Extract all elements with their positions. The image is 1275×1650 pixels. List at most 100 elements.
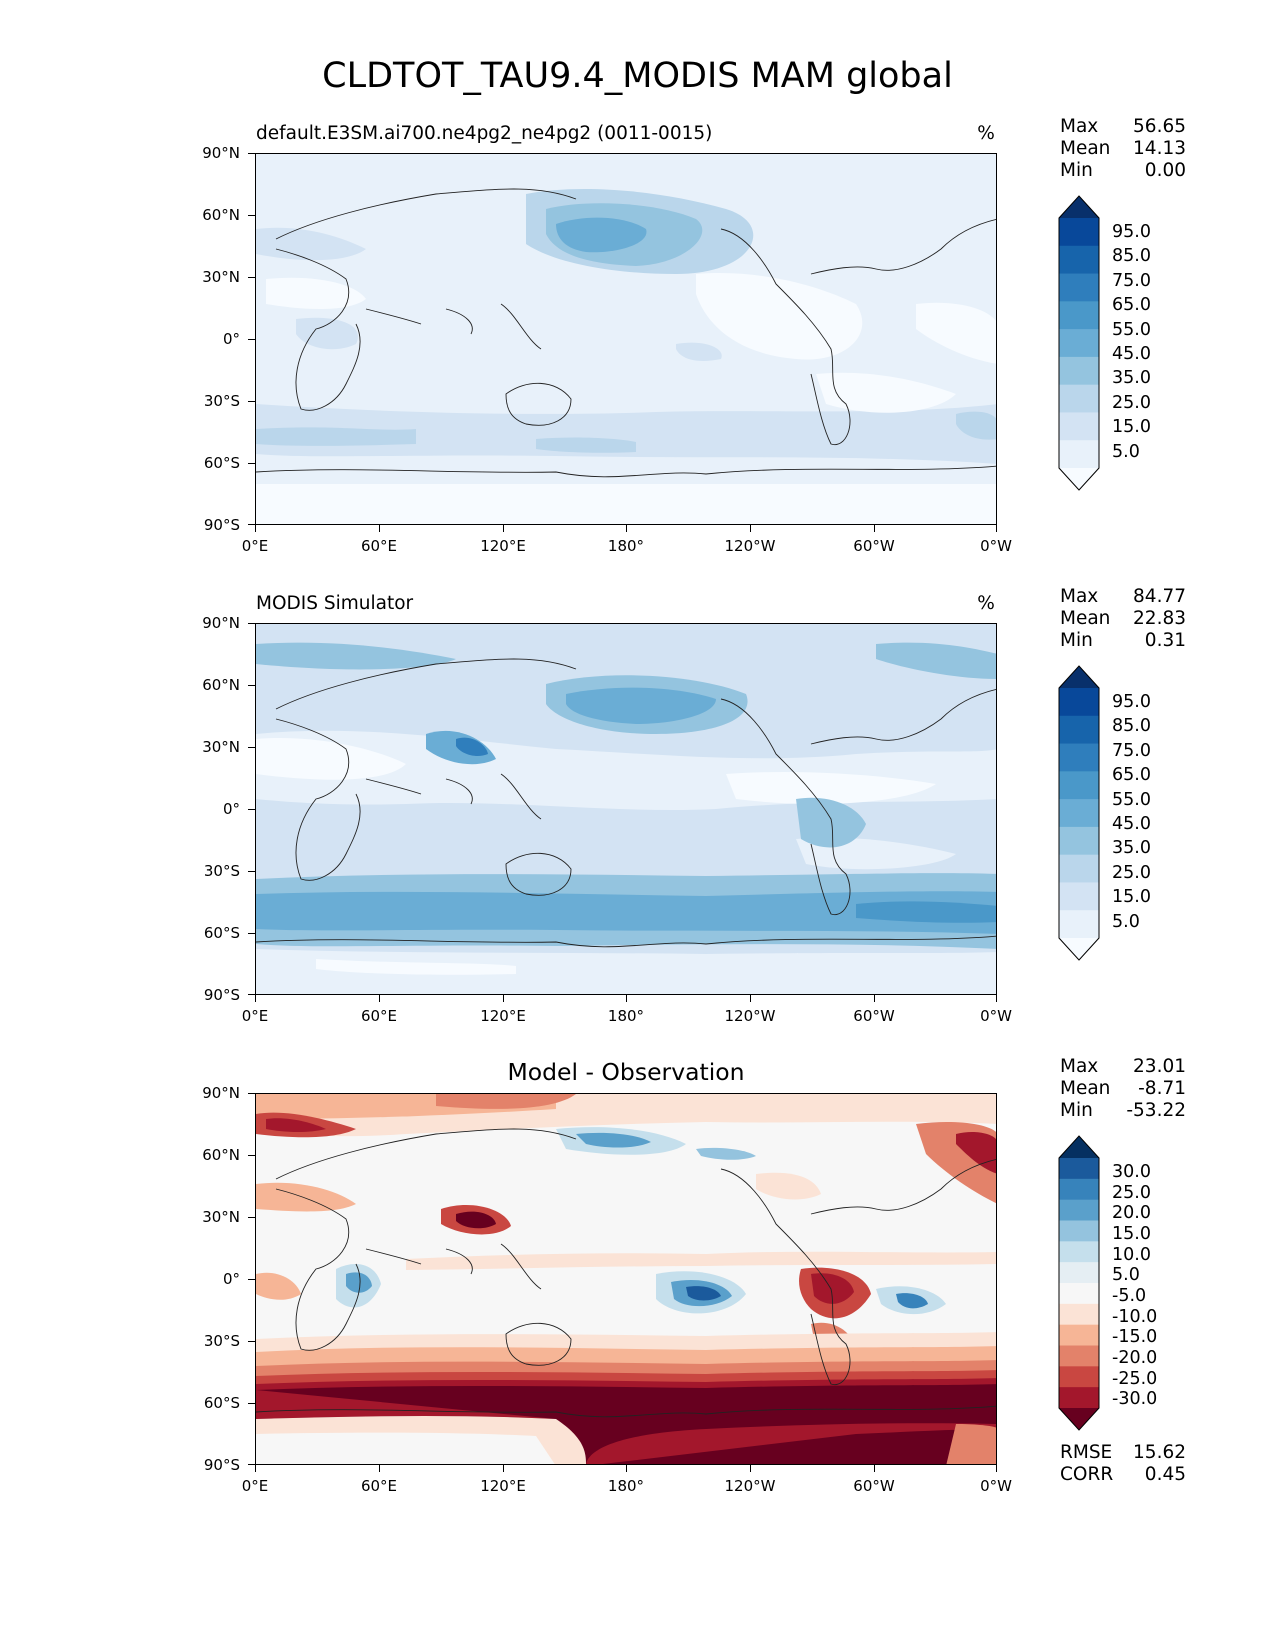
lat-label: 90°S [203,986,240,1004]
colorbar-label: -25.0 [1112,1369,1158,1389]
colorbar-swatch [1059,799,1099,828]
colorbar-label: 65.0 [1112,295,1151,315]
lat-label: 60°S [203,924,240,942]
lon-tick [750,1465,752,1472]
lon-label: 60°W [853,1477,895,1495]
colorbar-swatch [1059,826,1099,856]
lat-label: 90°N [202,1084,240,1102]
colorbar-swatch [1059,1220,1099,1242]
map-test [255,153,997,525]
panel-title: default.E3SM.ai700.ne4pg2_ne4pg2 (0011-0… [256,123,713,144]
colorbar-label: -30.0 [1112,1389,1158,1409]
lat-label: 60°N [202,1146,240,1164]
lat-label: 0° [222,1270,240,1288]
colorbar-label: 5.0 [1112,1265,1140,1285]
stat-min-value: 0.31 [1144,630,1186,651]
lon-tick [255,1465,257,1472]
lon-label: 0°E [241,537,269,555]
lat-tick [248,933,255,935]
stat-min-label: Min [1060,630,1093,651]
lat-tick [248,685,255,687]
colorbar-swatch [1059,910,1099,939]
colorbar-label: 10.0 [1112,1245,1151,1265]
lon-label: 60°W [853,537,895,555]
lat-tick [248,1155,255,1157]
lat-tick [248,1341,255,1343]
lat-label: 60°N [202,206,240,224]
colorbar-label: 45.0 [1112,814,1151,834]
lon-tick [379,1465,381,1472]
lon-label: 120°W [724,1007,776,1025]
lat-label: 30°S [203,392,240,410]
map-difference [255,1093,997,1465]
lat-tick [248,339,255,341]
lon-tick [874,995,876,1002]
lat-tick [248,401,255,403]
lat-tick [248,1279,255,1281]
lat-tick [248,215,255,217]
lat-tick [248,153,255,155]
colorbar-label: 75.0 [1112,741,1151,761]
lat-tick [248,277,255,279]
colorbar-label: -15.0 [1112,1327,1158,1347]
panel-title: Model - Observation [507,1058,745,1086]
panel-title: MODIS Simulator [256,593,414,614]
colorbar-swatch [1059,273,1099,302]
colorbar-swatch [1059,1366,1099,1388]
colorbar-extend-max [1059,666,1099,688]
colorbar-label: 95.0 [1112,692,1151,712]
colorbar-swatch [1059,1178,1099,1201]
colorbar-swatch [1059,301,1099,330]
coastlines [256,658,996,948]
stat-mean-label: Mean [1060,608,1111,629]
lon-tick [996,995,998,1002]
colorbar-swatch [1059,245,1099,275]
lon-label: 120°E [480,1477,526,1495]
lat-label: 30°N [202,268,240,286]
lon-label: 180° [607,537,645,555]
lat-label: 0° [222,330,240,348]
colorbar-extend-max [1059,1136,1099,1158]
stat-min-value: 0.00 [1144,160,1186,181]
lon-label: 60°E [360,1007,398,1025]
colorbar-swatch [1059,1324,1099,1346]
lon-tick [255,995,257,1002]
rmse-label: RMSE [1060,1442,1113,1463]
colorbar-extend-max [1059,196,1099,218]
panel-difference: Model - Observation [0,940,1275,1500]
field-reference [256,624,996,994]
units-label: % [977,593,995,614]
colorbar-label: 55.0 [1112,320,1151,340]
lon-label: 120°W [724,1477,776,1495]
lat-label: 30°S [203,1332,240,1350]
lon-tick [996,1465,998,1472]
lat-tick [248,809,255,811]
map-reference [255,623,997,995]
colorbar-label: 20.0 [1112,1203,1151,1223]
lat-label: 60°N [202,676,240,694]
colorbar-swatch [1059,882,1099,911]
colorbar-label: 5.0 [1112,442,1140,462]
stat-min-value: -53.22 [1126,1100,1186,1121]
colorbar [1058,665,1100,961]
colorbar-swatch [1059,771,1099,800]
colorbar-label: 65.0 [1112,765,1151,785]
lat-tick [248,463,255,465]
colorbar-swatch [1059,688,1099,717]
lon-tick [626,525,628,532]
colorbar-swatch [1059,356,1099,386]
lat-label: 60°S [203,1394,240,1412]
colorbar-swatch [1059,329,1099,358]
colorbar [1058,195,1100,491]
panel-reference: MODIS Simulator % [0,470,1275,1025]
lat-tick [248,1093,255,1095]
stat-max-value: 84.77 [1133,586,1186,607]
colorbar-swatch [1059,715,1099,745]
lon-label: 120°E [480,1007,526,1025]
panel-test: default.E3SM.ai700.ne4pg2_ne4pg2 (0011-0… [0,0,1275,555]
lat-label: 90°S [203,1456,240,1474]
colorbar-label: 85.0 [1112,716,1151,736]
lon-tick [503,995,505,1002]
colorbar-label: 25.0 [1112,863,1151,883]
stat-max-label: Max [1060,586,1099,607]
